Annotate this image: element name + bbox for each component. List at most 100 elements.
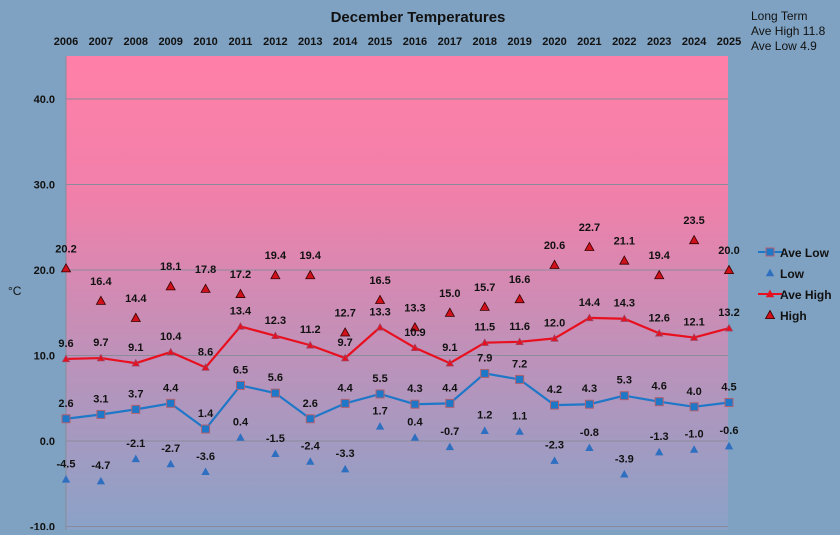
data-label: 19.4	[265, 250, 287, 262]
data-label: -1.0	[685, 429, 704, 441]
x-tick-label: 2014	[333, 36, 358, 48]
data-label: 2.6	[303, 398, 318, 410]
data-point	[340, 464, 350, 473]
data-point	[165, 280, 176, 291]
data-point	[166, 459, 175, 468]
data-point	[515, 374, 525, 384]
series-line	[65, 372, 730, 431]
data-label: 5.6	[268, 372, 283, 384]
data-label: 4.3	[582, 383, 597, 395]
data-label: 11.6	[509, 321, 530, 333]
data-label: 9.6	[58, 338, 73, 350]
x-tick-label: 2007	[89, 36, 113, 48]
data-label: -0.8	[580, 427, 599, 439]
data-label: 15.0	[439, 288, 460, 300]
data-point	[270, 388, 280, 398]
data-point	[166, 398, 176, 408]
data-label: -3.3	[336, 448, 355, 460]
data-label: -2.4	[301, 441, 321, 453]
data-point	[585, 313, 594, 322]
data-point	[410, 433, 420, 441]
data-point	[584, 399, 594, 409]
data-label: 4.2	[547, 384, 562, 396]
legend-marker	[764, 309, 776, 320]
x-tick-label: 2009	[158, 36, 182, 48]
data-label: 4.3	[407, 383, 422, 395]
data-label: -2.7	[161, 443, 180, 455]
data-label: 13.2	[718, 307, 739, 319]
data-label: 17.2	[230, 269, 251, 281]
data-point	[270, 269, 281, 280]
data-point	[654, 397, 664, 407]
data-point	[96, 476, 106, 485]
data-point	[689, 333, 699, 341]
long-term-annotation: Long Term Ave High 11.8 Ave Low 4.9	[751, 9, 826, 53]
data-point	[305, 414, 315, 424]
data-point	[271, 449, 280, 458]
series-ave-low	[61, 368, 734, 434]
data-label: 13.4	[230, 305, 252, 317]
data-label: 0.4	[233, 417, 249, 429]
data-point	[340, 398, 350, 408]
data-label: -0.6	[720, 425, 739, 437]
data-point	[550, 400, 560, 410]
data-point	[619, 391, 629, 401]
data-label: 1.4	[198, 408, 214, 420]
data-label: 10.9	[404, 327, 425, 339]
data-point	[130, 312, 141, 322]
data-label: 4.5	[721, 382, 736, 394]
data-point	[480, 338, 489, 346]
data-point	[236, 433, 245, 441]
data-label: 4.4	[163, 382, 179, 394]
x-tick-label: 2021	[577, 36, 601, 48]
data-label: 9.1	[128, 342, 143, 354]
series-low	[61, 422, 734, 485]
data-point	[585, 443, 594, 452]
data-label: -1.3	[650, 431, 669, 443]
data-label: 22.7	[579, 222, 600, 234]
data-label: 20.6	[544, 240, 565, 252]
data-point	[654, 269, 665, 280]
data-label: 1.2	[477, 410, 492, 422]
data-point	[271, 331, 280, 340]
data-point	[96, 409, 106, 419]
data-label: 9.7	[338, 337, 353, 349]
y-axis-label: °C	[8, 284, 22, 298]
x-tick-label: 2012	[263, 36, 287, 48]
data-label: 9.1	[442, 342, 457, 354]
data-point	[724, 323, 734, 332]
annotation-line: Ave High 11.8	[751, 24, 826, 38]
data-point	[201, 424, 211, 434]
x-tick-label: 2015	[368, 36, 392, 48]
data-point	[340, 353, 350, 362]
legend-label: Ave Low	[780, 246, 830, 260]
data-label: 17.8	[195, 264, 216, 276]
data-point	[235, 288, 246, 298]
legend-marker	[765, 289, 775, 298]
data-point	[236, 322, 245, 330]
data-label: 16.5	[369, 275, 390, 287]
data-label: -3.6	[196, 451, 215, 463]
data-point	[61, 354, 71, 363]
data-point	[131, 454, 140, 463]
data-point	[131, 404, 141, 414]
x-tick-label: 2013	[298, 36, 322, 48]
data-label: 4.4	[442, 382, 458, 394]
data-point	[445, 358, 455, 367]
data-point	[620, 314, 629, 322]
x-tick-label: 2006	[54, 36, 78, 48]
data-point	[96, 353, 106, 362]
data-label: 12.0	[544, 317, 565, 329]
data-point	[410, 343, 420, 352]
x-tick-label: 2022	[612, 36, 636, 48]
data-label: -3.9	[615, 453, 634, 465]
x-tick-label: 2019	[507, 36, 531, 48]
legend-label: High	[780, 309, 807, 323]
data-label: 0.4	[407, 417, 423, 429]
data-label: 1.7	[372, 405, 387, 417]
data-point	[375, 389, 385, 399]
annotation-line: Long Term	[751, 9, 807, 23]
data-label: -4.5	[57, 458, 76, 470]
x-tick-label: 2010	[193, 36, 217, 48]
